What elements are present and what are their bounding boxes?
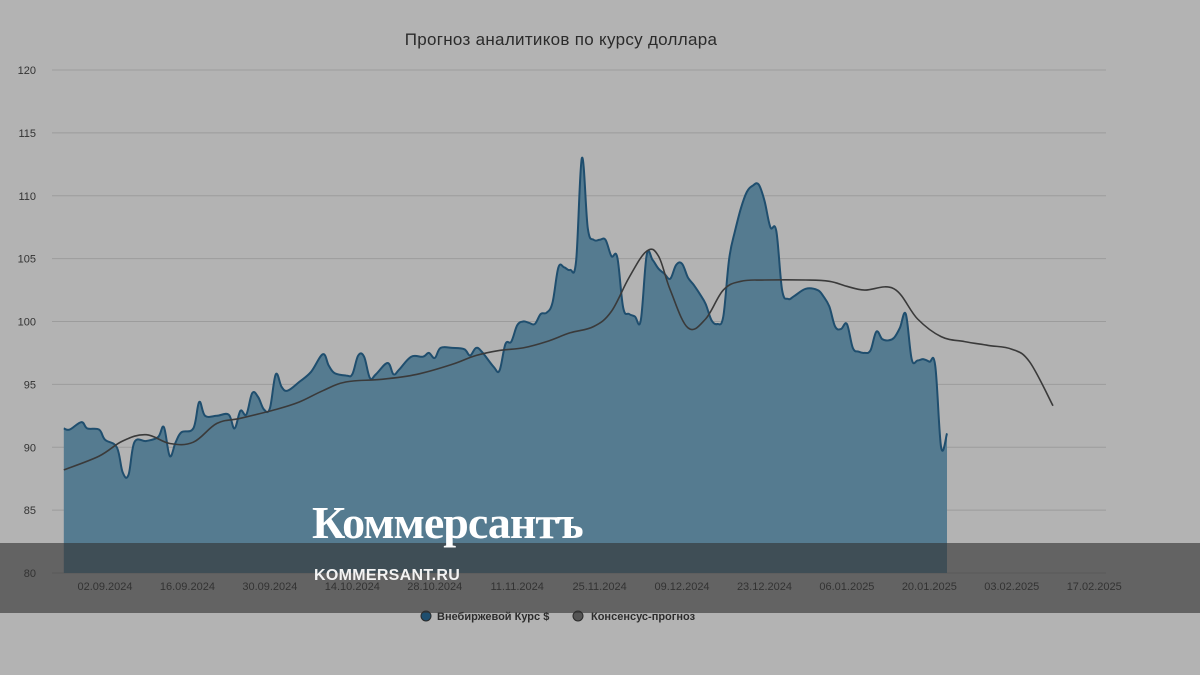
publisher-logo: Коммерсантъ bbox=[312, 497, 584, 548]
legend-label-otc-rate: Внебиржевой Курс $ bbox=[437, 611, 549, 623]
legend-item-otc-rate[interactable]: Внебиржевой Курс $ bbox=[420, 610, 549, 623]
y-tick-label: 120 bbox=[18, 65, 36, 77]
y-tick-label: 105 bbox=[18, 254, 36, 266]
legend[interactable]: Внебиржевой Курс $ Консенсус-прогноз bbox=[420, 610, 696, 623]
y-tick-label: 95 bbox=[24, 379, 36, 391]
chart-title: Прогноз аналитиков по курсу доллара bbox=[405, 30, 718, 49]
legend-label-consensus: Консенсус-прогноз bbox=[591, 611, 696, 623]
watermark-band bbox=[0, 543, 1200, 613]
y-axis: 80859095100105110115120 bbox=[18, 65, 36, 580]
series-layer bbox=[63, 156, 1054, 574]
series-line-consensus[interactable] bbox=[63, 248, 1054, 471]
y-tick-label: 110 bbox=[18, 191, 36, 203]
y-tick-label: 90 bbox=[24, 442, 36, 454]
series-line-otc-rate[interactable] bbox=[63, 156, 948, 479]
publisher-url: KOMMERSANT.RU bbox=[314, 567, 461, 584]
y-tick-label: 85 bbox=[24, 505, 36, 517]
y-tick-label: 100 bbox=[18, 317, 36, 329]
y-tick-label: 115 bbox=[18, 128, 36, 140]
series-area-otc-rate bbox=[63, 157, 948, 574]
